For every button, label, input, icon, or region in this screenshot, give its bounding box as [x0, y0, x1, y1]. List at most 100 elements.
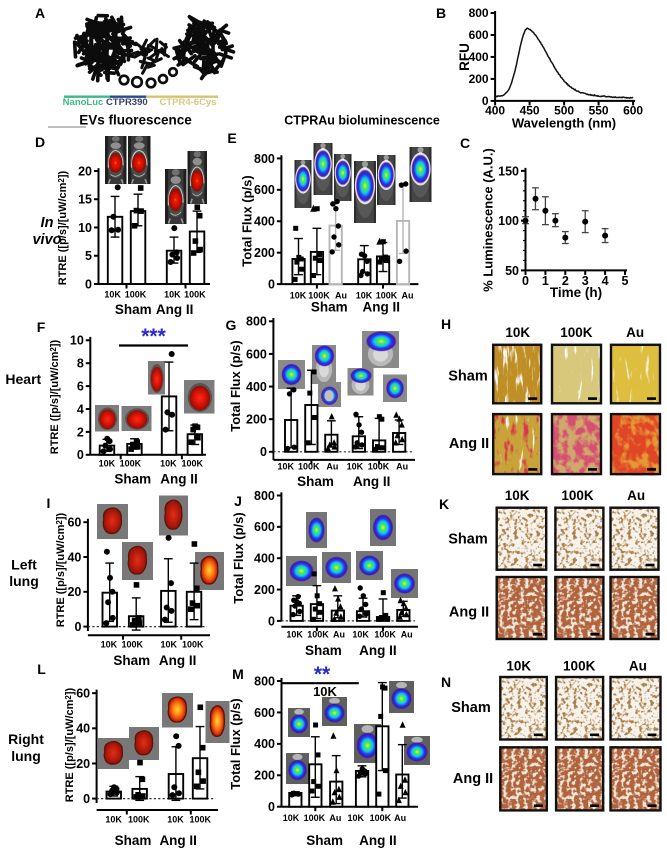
svg-text:100K: 100K — [120, 459, 142, 469]
svg-text:100K: 100K — [125, 290, 147, 300]
svg-text:10K: 10K — [99, 459, 116, 469]
svg-text:Au: Au — [627, 488, 645, 503]
svg-text:100K: 100K — [189, 815, 211, 825]
svg-text:Sham: Sham — [306, 833, 343, 848]
svg-text:Right: Right — [8, 731, 44, 747]
svg-text:10K: 10K — [104, 290, 121, 300]
svg-text:Ang II: Ang II — [159, 833, 197, 848]
svg-text:Au: Au — [629, 659, 647, 674]
svg-text:10K: 10K — [283, 813, 300, 823]
svg-text:100K: 100K — [304, 813, 326, 823]
svg-text:Total Flux (p/s): Total Flux (p/s) — [231, 512, 246, 603]
svg-text:200: 200 — [254, 246, 275, 260]
svg-text:10K: 10K — [286, 630, 303, 640]
svg-text:D: D — [35, 134, 45, 150]
svg-text:60: 60 — [67, 516, 81, 530]
svg-text:Sham: Sham — [448, 369, 488, 385]
svg-text:400: 400 — [254, 552, 275, 566]
svg-text:200: 200 — [246, 413, 267, 427]
svg-text:2: 2 — [77, 425, 84, 439]
svg-text:Au: Au — [326, 461, 338, 471]
svg-text:800: 800 — [469, 6, 489, 20]
svg-text:B: B — [436, 5, 446, 21]
svg-text:100K: 100K — [182, 640, 204, 650]
svg-text:CTPRAu bioluminescence: CTPRAu bioluminescence — [284, 114, 440, 128]
svg-text:150: 150 — [498, 164, 519, 178]
svg-text:G: G — [226, 317, 237, 333]
svg-text:100K: 100K — [563, 659, 596, 674]
svg-text:Sham: Sham — [115, 833, 152, 848]
svg-text:1: 1 — [542, 274, 549, 288]
svg-text:100K: 100K — [560, 325, 593, 340]
svg-text:10K: 10K — [347, 461, 364, 471]
svg-text:10K: 10K — [161, 640, 178, 650]
svg-text:0: 0 — [83, 792, 90, 806]
svg-text:200: 200 — [254, 769, 275, 783]
svg-text:10K: 10K — [506, 659, 531, 674]
svg-text:H: H — [441, 316, 451, 332]
svg-text:Total Flux (p/s): Total Flux (p/s) — [228, 340, 243, 431]
svg-text:40: 40 — [76, 722, 90, 736]
svg-text:Au: Au — [401, 630, 413, 640]
svg-text:0: 0 — [268, 614, 275, 628]
svg-text:N: N — [441, 674, 451, 690]
svg-text:***: *** — [141, 325, 166, 348]
svg-text:10K: 10K — [101, 640, 118, 650]
svg-text:100: 100 — [498, 214, 519, 228]
svg-text:Ang II: Ang II — [160, 472, 198, 487]
svg-text:600: 600 — [254, 183, 275, 197]
svg-text:RTRE ([p/s]/[uW/cm2]): RTRE ([p/s]/[uW/cm2]) — [55, 512, 67, 627]
svg-text:100K: 100K — [128, 815, 150, 825]
svg-text:10K: 10K — [290, 291, 307, 301]
svg-text:15: 15 — [78, 193, 92, 207]
svg-text:10K: 10K — [505, 488, 530, 503]
svg-text:lung: lung — [9, 573, 39, 589]
svg-text:Au: Au — [626, 325, 644, 340]
svg-text:I: I — [47, 495, 51, 511]
svg-text:0: 0 — [522, 274, 529, 288]
svg-text:4: 4 — [77, 402, 84, 416]
svg-text:M: M — [232, 666, 244, 682]
svg-text:100K: 100K — [298, 461, 320, 471]
svg-text:600: 600 — [254, 706, 275, 720]
svg-text:50: 50 — [505, 264, 519, 278]
svg-text:10K: 10K — [105, 815, 122, 825]
svg-text:Sham: Sham — [448, 532, 488, 548]
svg-text:100K: 100K — [370, 813, 392, 823]
svg-text:Au: Au — [396, 461, 408, 471]
svg-text:Sham: Sham — [311, 300, 348, 315]
svg-text:200: 200 — [469, 72, 489, 86]
svg-text:K: K — [439, 496, 449, 512]
svg-text:40: 40 — [67, 550, 81, 564]
svg-text:100K: 100K — [307, 630, 329, 640]
svg-text:10K: 10K — [352, 630, 369, 640]
svg-text:400: 400 — [254, 215, 275, 229]
svg-text:Sham: Sham — [113, 653, 150, 668]
svg-text:NanoLuc: NanoLuc — [63, 97, 104, 108]
svg-text:F: F — [37, 319, 46, 335]
svg-text:RTRE ([p/s]/[uW/cm2]): RTRE ([p/s]/[uW/cm2]) — [64, 687, 76, 802]
svg-text:400: 400 — [246, 380, 267, 394]
svg-text:C: C — [460, 135, 470, 151]
svg-text:Sham: Sham — [451, 700, 491, 716]
svg-text:800: 800 — [254, 489, 275, 503]
svg-text:10K: 10K — [348, 813, 365, 823]
svg-text:Ang II: Ang II — [453, 771, 493, 787]
svg-text:800: 800 — [254, 152, 275, 166]
svg-text:Sham: Sham — [305, 643, 342, 658]
svg-text:Total Flux (p/s): Total Flux (p/s) — [228, 698, 243, 789]
svg-text:L: L — [37, 661, 46, 677]
svg-text:Heart: Heart — [5, 371, 41, 387]
svg-text:Au: Au — [333, 630, 345, 640]
svg-text:8: 8 — [77, 357, 84, 371]
svg-text:Ang II: Ang II — [156, 302, 194, 317]
svg-text:4: 4 — [602, 274, 609, 288]
svg-text:10K: 10K — [313, 684, 337, 699]
svg-text:100K: 100K — [121, 640, 143, 650]
svg-text:800: 800 — [246, 315, 267, 329]
svg-text:Wavelength (nm): Wavelength (nm) — [512, 116, 616, 131]
svg-text:RTRE ([p/s]/[uW/cm2]): RTRE ([p/s]/[uW/cm2]) — [57, 170, 69, 285]
svg-text:6: 6 — [77, 379, 84, 393]
svg-text:20: 20 — [78, 164, 92, 178]
svg-text:10K: 10K — [277, 461, 294, 471]
